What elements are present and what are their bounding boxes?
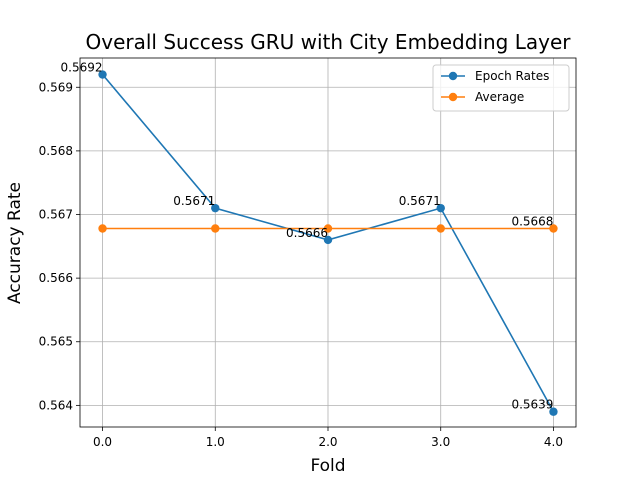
data-point [323, 224, 333, 233]
data-label: 0.5692 [61, 61, 103, 75]
data-point [549, 224, 558, 233]
y-tick-label: 0.564 [39, 398, 73, 412]
data-point [211, 224, 220, 233]
legend-label: Epoch Rates [475, 69, 549, 83]
y-tick-label: 0.565 [39, 335, 73, 349]
x-tick-label: 1.0 [206, 435, 225, 449]
legend-marker [448, 71, 458, 81]
legend-label: Average [475, 90, 524, 104]
x-axis-label: Fold [310, 456, 345, 476]
x-tick-label: 0.0 [93, 435, 112, 449]
legend-box [432, 64, 570, 112]
data-label: 0.5671 [399, 194, 441, 208]
series-0 [98, 70, 558, 416]
data-point [436, 203, 445, 213]
y-tick-label: 0.566 [39, 271, 73, 285]
data-point [211, 203, 220, 213]
series-layer [98, 70, 558, 416]
legend-marker [448, 92, 458, 102]
data-label: 0.5639 [511, 398, 553, 412]
y-tick-label: 0.568 [39, 144, 73, 158]
data-point [323, 235, 333, 245]
data-label: 0.5668 [511, 215, 553, 229]
data-label: 0.5666 [286, 226, 328, 240]
legend: Epoch Rates Average [432, 64, 570, 112]
y-tick-label: 0.567 [39, 208, 73, 222]
x-tick-label: 2.0 [318, 435, 337, 449]
x-tick-label: 3.0 [431, 435, 450, 449]
x-tick-label: 4.0 [544, 435, 563, 449]
data-point [436, 224, 445, 233]
grid-lines [80, 58, 576, 427]
data-point [549, 407, 558, 416]
data-point [98, 70, 107, 79]
data-point [98, 224, 107, 233]
data-label: 0.5671 [173, 194, 215, 208]
data-labels: 0.5692 0.5671 0.5666 0.5671 0.5639 0.5668 [61, 61, 554, 412]
y-axis-label: Accuracy Rate [5, 182, 25, 304]
x-axis-ticks: 0.0 1.0 2.0 3.0 4.0 [93, 427, 563, 449]
y-axis-ticks: 0.564 0.565 0.566 0.567 0.568 0.569 [39, 80, 80, 412]
y-tick-label: 0.569 [39, 80, 73, 94]
chart-title: Overall Success GRU with City Embedding … [86, 30, 572, 54]
series-1 [98, 224, 558, 233]
